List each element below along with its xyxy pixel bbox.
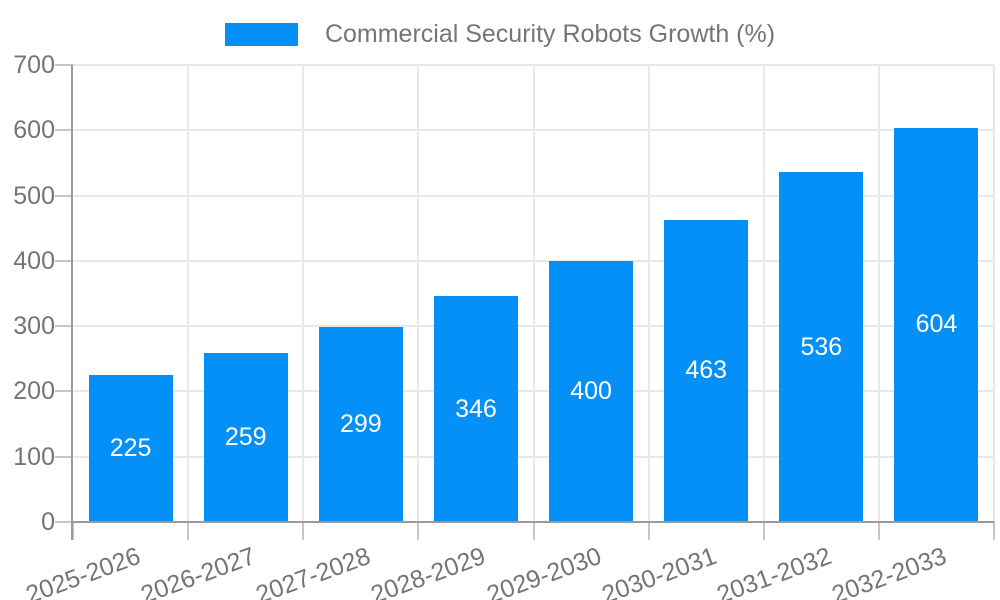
bar-value-label: 299 [339, 409, 382, 438]
bar-value-label: 463 [685, 356, 728, 385]
x-tick [187, 522, 190, 540]
x-gridline [993, 65, 995, 522]
y-tick-label: 500 [13, 181, 55, 210]
y-tick [55, 455, 73, 458]
x-category-label: 2025-2026 [22, 542, 145, 600]
x-tick [647, 522, 650, 540]
x-category-label: 2030-2031 [597, 542, 720, 600]
bar-value-label: 604 [915, 310, 958, 339]
bar[interactable]: 604 [894, 127, 979, 522]
legend-label: Commercial Security Robots Growth (%) [324, 20, 776, 48]
x-gridline [762, 65, 765, 522]
x-category-label: 2026-2027 [137, 542, 260, 600]
x-category-label: 2027-2028 [252, 542, 375, 600]
y-tick-label: 0 [41, 508, 55, 536]
x-tick [72, 522, 74, 540]
x-tick [532, 522, 535, 540]
bar-value-label: 225 [109, 434, 152, 463]
x-category-label: 2029-2030 [482, 542, 605, 600]
y-tick-label: 400 [13, 246, 55, 275]
y-tick-label: 300 [13, 312, 55, 341]
x-tick [417, 522, 420, 540]
y-tick-label: 700 [13, 51, 55, 79]
bar[interactable]: 463 [664, 219, 749, 522]
chart-legend: Commercial Security Robots Growth (%) [0, 20, 1000, 49]
y-tick-label: 100 [13, 442, 55, 471]
bar-value-label: 259 [224, 422, 267, 451]
x-gridline [302, 65, 305, 522]
bar[interactable]: 259 [203, 352, 288, 522]
x-tick [877, 522, 880, 540]
x-axis-line [71, 521, 994, 523]
y-tick [55, 325, 73, 328]
y-tick [55, 64, 73, 66]
y-tick-label: 600 [13, 116, 55, 145]
bar[interactable]: 299 [318, 326, 403, 522]
bar[interactable]: 225 [88, 375, 173, 522]
bar[interactable]: 346 [433, 296, 518, 522]
x-gridline [417, 65, 420, 522]
bar-value-label: 536 [800, 332, 843, 361]
x-gridline [532, 65, 535, 522]
bar[interactable]: 400 [549, 260, 634, 522]
y-tick [55, 521, 73, 523]
y-tick [55, 259, 73, 262]
bar-value-label: 400 [570, 376, 612, 405]
x-gridline [877, 65, 880, 522]
x-gridline [187, 65, 190, 522]
x-tick [993, 522, 995, 540]
y-tick-label: 200 [13, 377, 55, 406]
y-tick [55, 194, 73, 197]
bar[interactable]: 536 [779, 172, 864, 522]
legend-swatch [224, 23, 298, 46]
x-category-label: 2031-2032 [712, 542, 835, 600]
y-axis-line [71, 65, 73, 540]
y-tick [55, 129, 73, 132]
x-gridline [647, 65, 650, 522]
x-tick [302, 522, 305, 540]
y-tick [55, 390, 73, 393]
bar-value-label: 346 [455, 394, 497, 423]
x-category-label: 2032-2033 [828, 542, 951, 600]
x-tick [762, 522, 765, 540]
x-category-label: 2028-2029 [367, 542, 490, 600]
